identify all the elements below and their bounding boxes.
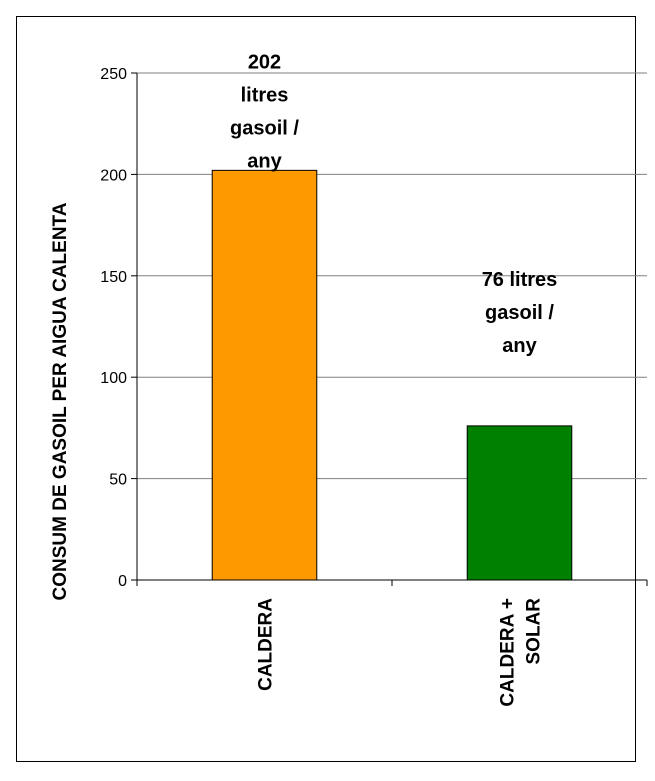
data-label: gasoil /: [485, 302, 554, 324]
y-tick-label: 150: [100, 269, 127, 286]
y-tick-label: 50: [109, 472, 127, 489]
data-label: 76 litres: [482, 269, 558, 291]
chart-frame: [16, 16, 636, 762]
category-label: CALDERA +: [498, 598, 519, 707]
category-label: SOLAR: [524, 598, 545, 665]
y-tick-label: 100: [100, 370, 127, 387]
data-label: any: [502, 335, 537, 357]
bar: [211, 169, 318, 581]
data-label: any: [247, 150, 282, 172]
data-label: litres: [241, 84, 289, 106]
y-axis-title: CONSUM DE GASOIL PER AIGUA CALENTA: [50, 202, 71, 600]
y-tick-label: 250: [100, 66, 127, 83]
bar: [466, 425, 573, 581]
data-label: 202: [248, 51, 281, 73]
data-label: gasoil /: [230, 117, 299, 139]
y-tick-label: 0: [118, 573, 127, 590]
category-label: CALDERA: [256, 598, 277, 691]
y-tick-label: 200: [100, 167, 127, 184]
